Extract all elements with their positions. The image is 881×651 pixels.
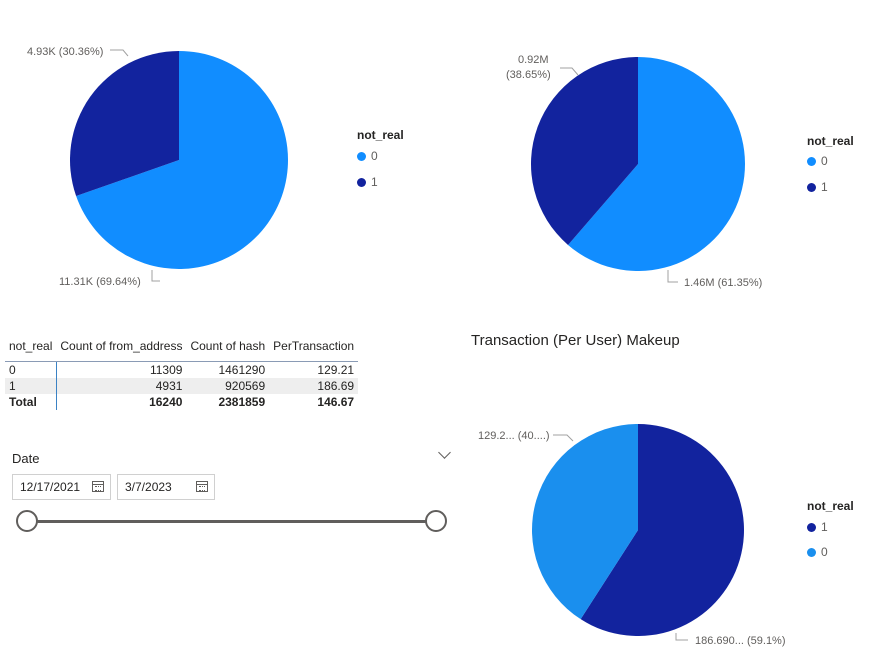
table-cell: 2381859 [218,395,266,409]
slicer-title: Date [12,451,40,466]
table-cell: 0 [5,361,57,378]
legend-dot [357,151,366,161]
legend-dot [807,156,816,166]
legend-2-title: not_real [807,134,854,148]
chart-title: Transaction (Per User) Makeup [471,332,680,349]
column-header[interactable]: Count of from_address [56,337,187,362]
start-date-input[interactable]: 12/17/2021 [12,474,111,500]
table-cell: 1461290 [218,363,266,377]
legend-dot [807,182,816,192]
slider-track[interactable] [27,520,437,523]
pie1-label-0: 11.31K (69.64%) [59,276,141,288]
pie3-label-0: 129.2... (40....) [478,430,550,442]
leader-line [560,67,579,76]
table-cell: 129.21 [317,363,355,377]
pie3-label-1: 186.690... (59.1%) [695,635,786,647]
leader-line [553,434,574,442]
table-row[interactable]: 0 11309 1461290 129.21 [5,361,358,378]
table-cell: Total [5,394,57,410]
pie-slice-0[interactable] [531,423,638,620]
leader-line [110,49,129,57]
table-cell: 146.67 [317,395,355,409]
column-header[interactable]: Count of hash [186,337,270,362]
table-cell: 4931 [56,378,187,394]
legend-dot [807,522,816,532]
table-cell: 920569 [186,378,270,394]
table-row[interactable]: 1 4931 920569 186.69 [5,378,359,394]
table-cell: 1 [5,378,57,394]
legend-3-title: not_real [807,499,854,513]
calendar-icon[interactable] [196,481,208,492]
legend-1-title: not_real [357,128,404,142]
table-cell: 11309 [149,363,183,377]
column-header[interactable]: not_real [5,337,57,362]
leader-line [675,633,688,641]
legend-3-item-0[interactable]: 0 [807,545,828,559]
pie-slice-1[interactable] [531,57,638,245]
pie2-label-0: 1.46M (61.35%) [684,277,762,289]
leader-line [151,270,160,282]
legend-3-item-1[interactable]: 1 [807,520,828,534]
pie-slice-1[interactable] [580,424,745,636]
legend-1-item-1[interactable]: 1 [357,175,378,189]
legend-2-item-1[interactable]: 1 [807,180,828,194]
pie-slice-1[interactable] [70,51,179,197]
matrix-table: not_real Count of from_address Count of … [5,337,359,410]
table-header-row: not_real Count of from_address Count of … [5,337,359,362]
legend-dot [807,547,816,557]
table-cell: 16240 [149,395,183,409]
slider-end-handle[interactable] [425,510,447,532]
end-date-input[interactable]: 3/7/2023 [117,474,215,500]
table-cell: 186.69 [269,378,359,394]
slider-start-handle[interactable] [16,510,38,532]
legend-2-item-0[interactable]: 0 [807,154,828,168]
pie-slice-0[interactable] [568,57,745,271]
calendar-icon[interactable] [92,481,104,492]
table-total-row: Total 16240 2381859 146.67 [5,394,358,410]
column-header[interactable]: PerTransaction [269,337,359,362]
pie-slice-0[interactable] [76,51,288,269]
legend-1-item-0[interactable]: 0 [357,149,378,163]
legend-dot [357,177,366,187]
pie2-label-1-value: 0.92M [518,54,549,66]
pie1-label-1: 4.93K (30.36%) [27,46,103,58]
pie2-label-1-pct: (38.65%) [506,69,551,81]
leader-line [667,270,678,283]
